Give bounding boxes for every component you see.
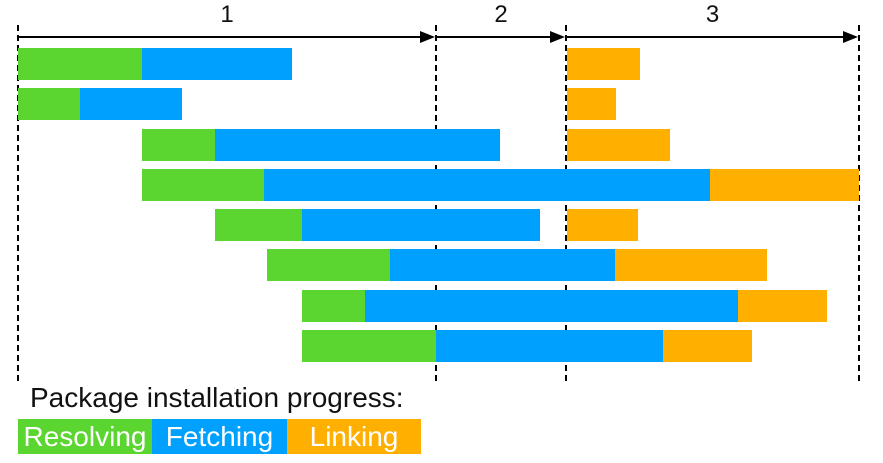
arrowhead-icon — [420, 31, 435, 43]
task-segment-fetching — [215, 129, 500, 161]
task-segment-fetching — [80, 88, 182, 120]
task-segment-resolving — [302, 330, 436, 362]
phase-divider-line — [565, 25, 567, 381]
arrowhead-icon — [843, 31, 858, 43]
phase-label: 1 — [220, 1, 234, 28]
phase-arrow — [437, 36, 554, 38]
arrowhead-icon — [550, 31, 565, 43]
task-segment-resolving — [18, 88, 80, 120]
task-segment-resolving — [142, 169, 264, 201]
task-segment-fetching — [264, 169, 710, 201]
task-segment-resolving — [215, 209, 302, 241]
legend-swatch-label: Fetching — [165, 420, 274, 452]
task-segment-linking — [738, 290, 827, 322]
task-segment-fetching — [302, 209, 540, 241]
task-segment-linking — [567, 48, 640, 80]
task-segment-fetching — [390, 249, 615, 281]
legend-swatch-label: Resolving — [23, 420, 147, 452]
task-segment-linking — [710, 169, 859, 201]
phase-label: 3 — [705, 1, 720, 28]
task-segment-resolving — [142, 129, 215, 161]
phase-arrow — [567, 36, 847, 38]
task-segment-resolving — [267, 249, 390, 281]
phase-divider-line — [17, 25, 19, 381]
task-segment-linking — [615, 249, 767, 281]
phase-divider-line — [435, 25, 437, 381]
task-segment-linking — [567, 209, 638, 241]
task-segment-resolving — [302, 290, 365, 322]
legend-swatch-resolving: Resolving — [18, 419, 152, 454]
task-segment-resolving — [18, 48, 142, 80]
task-segment-linking — [663, 330, 752, 362]
task-segment-fetching — [365, 290, 738, 322]
task-segment-linking — [567, 88, 616, 120]
legend-items: Resolving Fetching Linking — [18, 419, 421, 454]
task-segment-fetching — [142, 48, 292, 80]
legend-swatch-fetching: Fetching — [152, 419, 287, 454]
legend-swatch-label: Linking — [309, 420, 399, 452]
task-segment-fetching — [436, 330, 663, 362]
legend-swatch-linking: Linking — [287, 419, 421, 454]
phase-label: 2 — [494, 1, 508, 28]
task-segment-linking — [567, 129, 670, 161]
legend-title: Package installation progress: — [30, 382, 404, 413]
phase-arrow — [19, 36, 424, 38]
phase-divider-line — [858, 25, 860, 381]
